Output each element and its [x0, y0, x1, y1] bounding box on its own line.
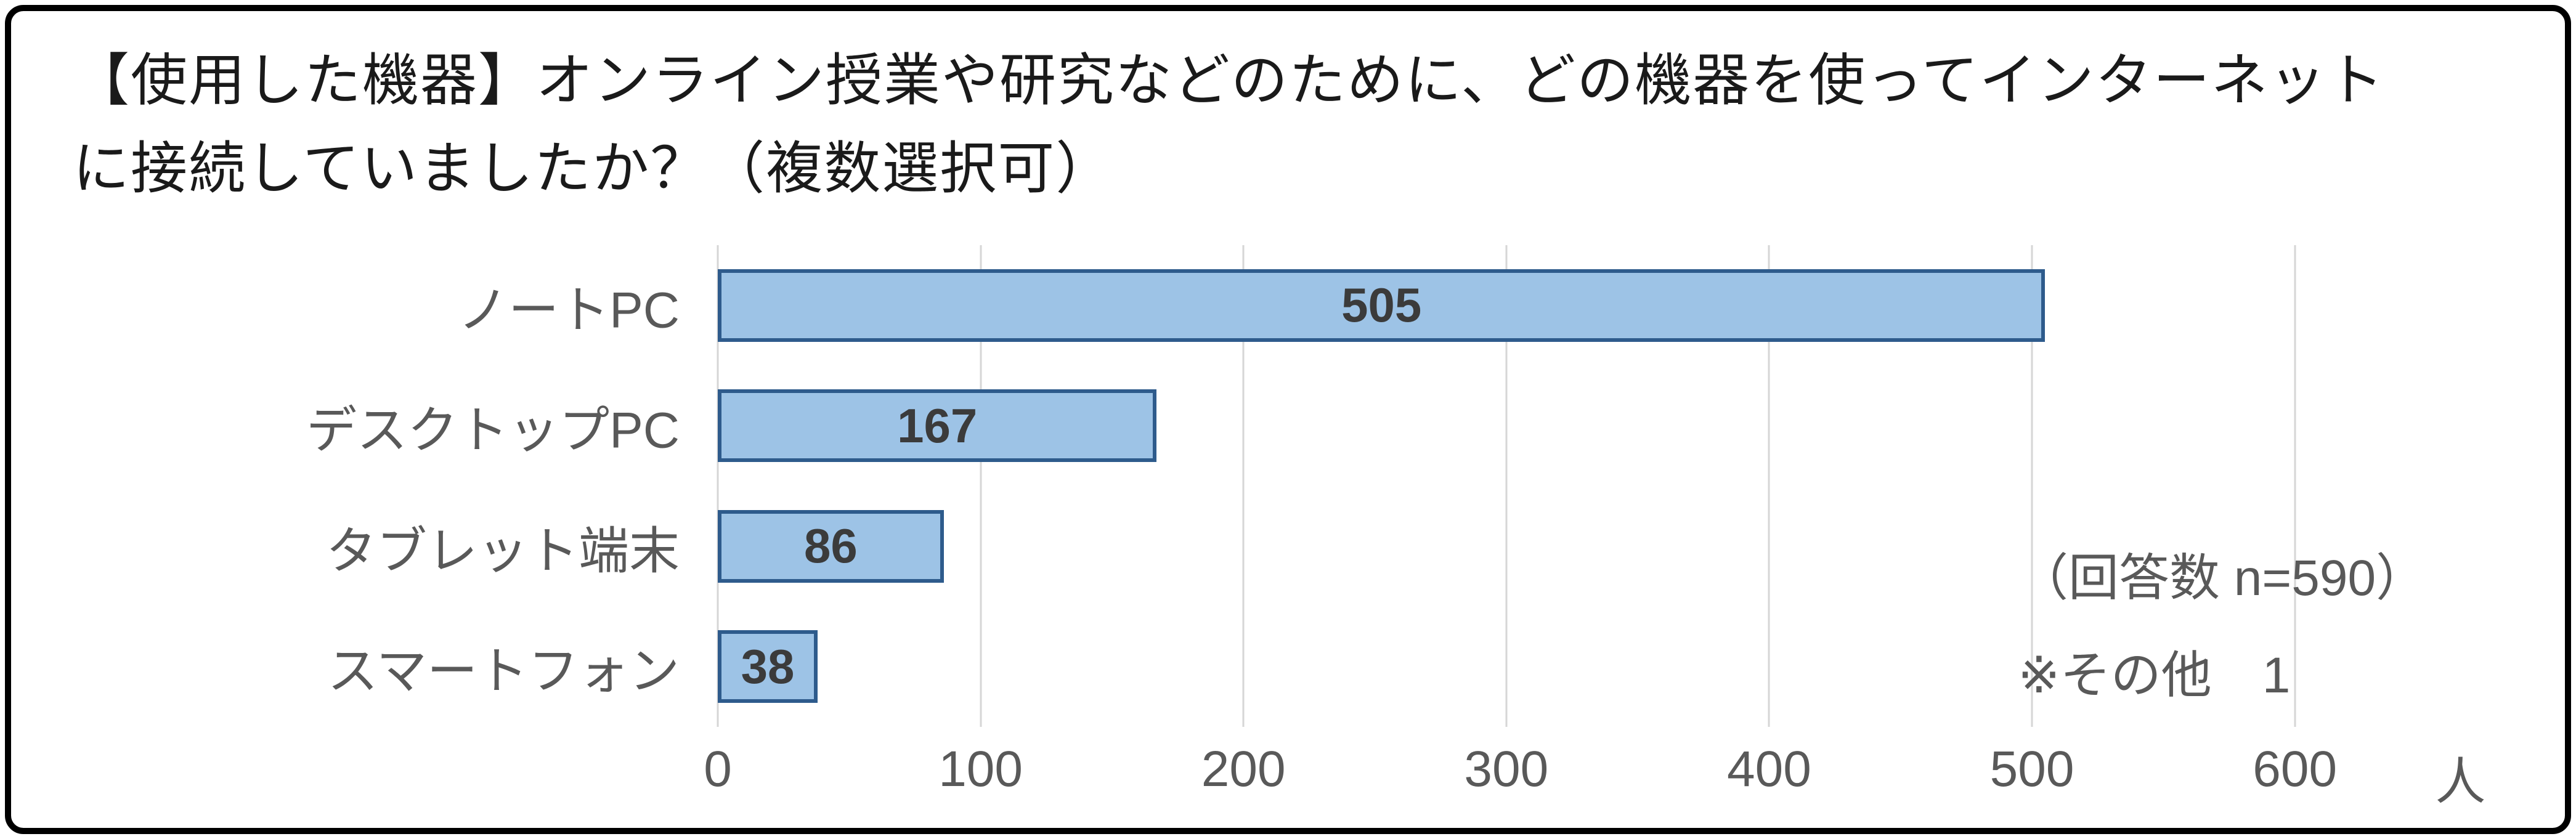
gridline-300 [1505, 245, 1508, 727]
annotation-other: ※その他 1 [2018, 647, 2291, 703]
category-label: ノートPC [458, 282, 680, 339]
x-tick-label: 600 [2253, 741, 2338, 797]
value-label: 86 [804, 519, 858, 574]
bar-track: 167 [718, 389, 2426, 463]
x-tick-label: 300 [1464, 741, 1549, 797]
chart-frame: 【使用した機器】オンライン授業や研究などのために、どの機器を使ってインターネット… [5, 5, 2571, 834]
bar-タブレット端末: 86 [718, 509, 944, 583]
annotation-response-count: （回答数 n=590） [2018, 550, 2427, 606]
category-label: タブレット端末 [325, 523, 680, 580]
bar-track: 38 [718, 630, 2426, 703]
bar-rows: ノートPC 505 デスクトップPC 167 タブレット端末 86 スマートフォン 38 [306, 245, 2426, 727]
bar-chart-plot-area: ノートPC 505 デスクトップPC 167 タブレット端末 86 スマートフォン 38 0 1… [306, 245, 2485, 810]
bar-row: ノートPC 505 [458, 269, 2426, 342]
bar-row: デスクトップPC 167 [306, 389, 2426, 463]
gridline-200 [1242, 245, 1245, 727]
bar-スマートフォン: 38 [718, 630, 818, 703]
category-label: スマートフォン [327, 643, 680, 700]
x-tick-label: 500 [1989, 741, 2074, 797]
gridline-0 [717, 245, 719, 727]
chart-annotations: （回答数 n=590） ※その他 1 [2018, 530, 2426, 724]
gridline-100 [980, 245, 982, 727]
x-tick-label: 100 [938, 741, 1023, 797]
chart-title: 【使用した機器】オンライン授業や研究などのために、どの機器を使ってインターネット… [73, 49, 2385, 200]
x-axis: 0 100 200 300 400 500 600 人 [704, 740, 2485, 810]
x-tick-label: 200 [1201, 741, 1286, 797]
x-tick-label: 0 [704, 741, 732, 797]
category-label: デスクトップPC [306, 402, 680, 459]
value-label: 38 [741, 639, 795, 694]
gridline-400 [1768, 245, 1770, 727]
x-tick-label: 400 [1727, 741, 1811, 797]
bar-row: スマートフォン 38 [327, 630, 2426, 703]
bar-row: タブレット端末 86 [326, 509, 2426, 583]
bar-デスクトップPC: 167 [718, 389, 1157, 463]
gridline-600 [2294, 245, 2296, 727]
bar-track: 86 [718, 509, 2426, 583]
gridlines [717, 245, 2426, 727]
bar-track: 505 [718, 269, 2426, 342]
gridline-500 [2031, 245, 2033, 727]
value-label: 505 [1341, 278, 1422, 333]
bar-ノートPC: 505 [718, 269, 2046, 342]
x-axis-unit-label: 人 [2435, 754, 2486, 810]
value-label: 167 [897, 398, 978, 453]
